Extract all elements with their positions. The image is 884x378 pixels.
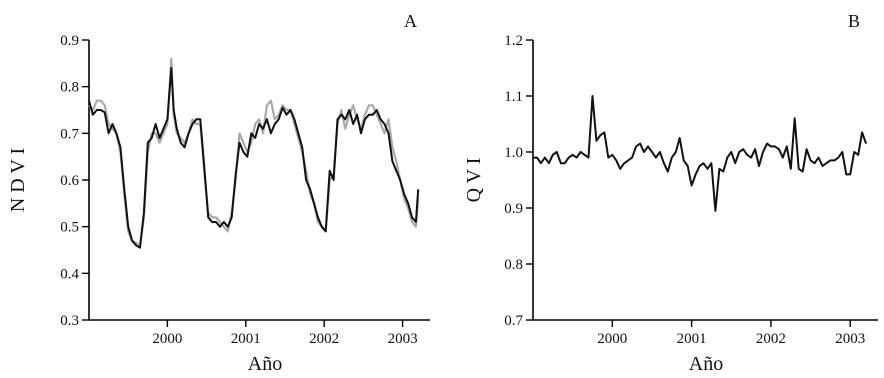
x-tick-label: 2002 xyxy=(756,331,786,347)
y-tick-label: 1.1 xyxy=(504,89,523,105)
y-tick-label: 0.9 xyxy=(504,201,523,217)
panel-a-letter: A xyxy=(404,11,417,31)
panel-a-ticks: 0.3 0.4 0.5 0.6 0.7 0.8 0.9 2000 2001 2002 2003 xyxy=(60,33,417,347)
y-tick-label: 0.8 xyxy=(60,80,79,96)
x-tick-label: 2002 xyxy=(309,331,339,347)
panel-b-letter: B xyxy=(848,11,860,31)
panel-b-y-axis-title: Q V I xyxy=(463,158,485,203)
y-tick-label: 0.7 xyxy=(60,126,79,142)
series-line-1 xyxy=(533,95,868,212)
panel-b-ticks: 0.7 0.8 0.9 1.0 1.1 1.2 2000 2001 2002 2003 xyxy=(504,33,865,347)
y-tick-label: 0.3 xyxy=(60,313,79,329)
x-tick-label: 2001 xyxy=(231,331,261,347)
panel-a-y-axis-title: N D V I xyxy=(7,148,29,212)
x-tick-label: 2000 xyxy=(152,331,182,347)
panel-b-series xyxy=(533,95,868,212)
y-tick-label: 1.2 xyxy=(504,33,523,49)
panel-a-series xyxy=(88,57,420,249)
x-tick-label: 2000 xyxy=(597,331,627,347)
series-line-2 xyxy=(88,57,420,247)
y-tick-label: 0.7 xyxy=(504,313,523,329)
y-tick-label: 0.9 xyxy=(60,33,79,49)
y-tick-label: 1.0 xyxy=(504,145,523,161)
x-tick-label: 2003 xyxy=(388,331,418,347)
series-line-1 xyxy=(88,67,420,249)
panel-b: 0.7 0.8 0.9 1.0 1.1 1.2 2000 2001 2002 2003 B Año… xyxy=(463,11,878,375)
panel-a-x-axis-title: Año xyxy=(248,353,282,375)
x-tick-label: 2003 xyxy=(835,331,865,347)
y-tick-label: 0.5 xyxy=(60,220,79,236)
y-tick-label: 0.8 xyxy=(504,257,523,273)
x-tick-label: 2001 xyxy=(677,331,707,347)
panel-b-x-axis-title: Año xyxy=(689,353,723,375)
y-tick-label: 0.4 xyxy=(60,266,79,282)
y-tick-label: 0.6 xyxy=(60,173,79,189)
